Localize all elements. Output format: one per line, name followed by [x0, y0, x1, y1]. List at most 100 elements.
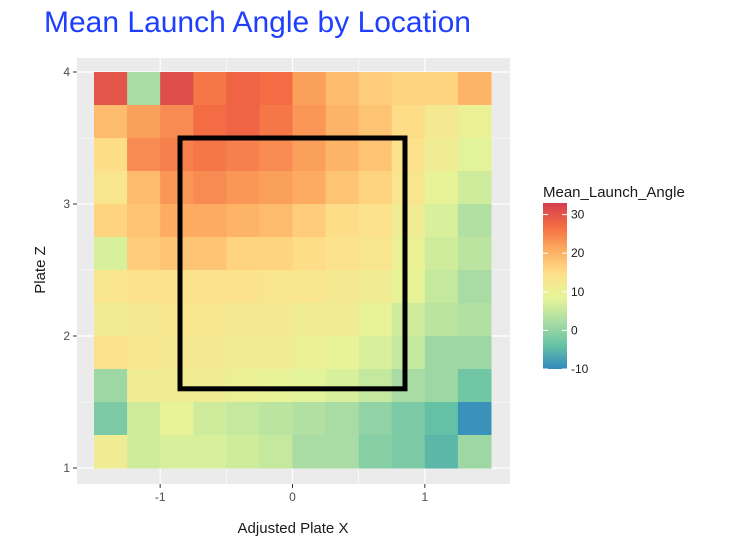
heatmap-cell: [457, 303, 492, 337]
heatmap-cell: [94, 303, 128, 337]
heatmap-cell: [94, 72, 128, 106]
heatmap-cell: [160, 72, 194, 106]
heatmap-cell: [292, 72, 327, 106]
heatmap-cell: [226, 204, 260, 238]
heatmap-cell: [457, 336, 492, 370]
heatmap-cell: [391, 72, 426, 106]
heatmap-cell: [259, 303, 293, 337]
heatmap-cell: [259, 72, 293, 106]
heatmap-cell: [160, 336, 194, 370]
strike-zone: [177, 135, 408, 392]
heatmap-cell: [259, 171, 293, 205]
heatmap-cell: [160, 402, 194, 436]
heatmap-cell: [358, 336, 393, 370]
heatmap-cell: [358, 204, 393, 238]
heatmap-cell: [457, 138, 492, 172]
heatmap-cell: [94, 336, 128, 370]
heatmap-cell: [325, 171, 360, 205]
y-tick-label: 1: [63, 461, 70, 475]
heatmap-cell: [94, 270, 128, 304]
heatmap-cell: [457, 171, 492, 205]
heatmap-cell: [160, 204, 194, 238]
heatmap-cell: [226, 72, 260, 106]
heatmap-cell: [325, 435, 360, 469]
heatmap-cell: [160, 237, 194, 271]
heatmap-cell: [127, 105, 161, 139]
heatmap-cell: [358, 435, 393, 469]
heatmap-cell: [358, 303, 393, 337]
heatmap-cell: [424, 237, 459, 271]
heatmap-cell: [391, 336, 426, 370]
legend-label: 20: [571, 246, 585, 260]
heatmap-cell: [127, 336, 161, 370]
heatmap-cell: [226, 270, 260, 304]
y-tick-label: 4: [63, 65, 70, 79]
heatmap-cell: [259, 237, 293, 271]
heatmap-cell: [94, 105, 128, 139]
heatmap-cell: [391, 171, 426, 205]
heatmap-cell: [358, 369, 393, 403]
heatmap-cell: [259, 369, 293, 403]
heatmap-cell: [424, 369, 459, 403]
heatmap-cell: [292, 336, 327, 370]
heatmap-cell: [457, 237, 492, 271]
heatmap-cell: [391, 303, 426, 337]
heatmap-cell: [259, 204, 293, 238]
heatmap-cell: [160, 369, 194, 403]
heatmap-cell: [325, 204, 360, 238]
heatmap-cell: [391, 270, 426, 304]
axes: Adjusted Plate X Plate Z -1 0 1 1 2 3 4: [32, 65, 428, 537]
heatmap-cell: [127, 138, 161, 172]
heatmap-cell: [325, 105, 360, 139]
heatmap-cell: [391, 435, 426, 469]
heatmap-cell: [94, 402, 128, 436]
heatmap-cell: [424, 402, 459, 436]
heatmap-cell: [325, 336, 360, 370]
legend-colorbar: [543, 203, 567, 369]
legend-label: 30: [571, 208, 585, 222]
heatmap-cell: [457, 369, 492, 403]
heatmap-cell: [292, 105, 327, 139]
y-tick-label: 2: [63, 329, 70, 343]
heatmap-cell: [127, 237, 161, 271]
heatmap-cell: [226, 105, 260, 139]
heatmap-cell: [193, 171, 227, 205]
heatmap-cell: [424, 435, 459, 469]
heatmap-cell: [94, 171, 128, 205]
heatmap-cell: [358, 402, 393, 436]
heatmap-cell: [160, 171, 194, 205]
heatmap-cell: [325, 138, 360, 172]
heatmap-cell: [193, 270, 227, 304]
heatmap-cell: [358, 105, 393, 139]
heatmap-cell: [292, 237, 327, 271]
heatmap-cell: [226, 402, 260, 436]
heatmap-cell: [193, 435, 227, 469]
x-axis-title: Adjusted Plate X: [238, 520, 349, 537]
heatmap-cell: [292, 369, 327, 403]
heatmap-cell: [391, 237, 426, 271]
heatmap-cell: [457, 105, 492, 139]
heatmap-cell: [127, 204, 161, 238]
heatmap-cell: [226, 435, 260, 469]
heatmap-cell: [292, 402, 327, 436]
heatmap-cell: [358, 270, 393, 304]
heatmap-cell: [424, 72, 459, 106]
heatmap-cell: [325, 237, 360, 271]
heatmap-cell: [391, 369, 426, 403]
x-tick-label: 1: [421, 490, 428, 504]
heatmap-cell: [127, 369, 161, 403]
legend: Mean_Launch_Angle 30 20 10 0 -10: [543, 184, 685, 376]
heatmap-cell: [160, 435, 194, 469]
y-axis-title: Plate Z: [32, 246, 49, 294]
heatmap-cell: [127, 270, 161, 304]
x-tick-label: 0: [289, 490, 296, 504]
heatmap-cell: [259, 435, 293, 469]
heatmap-cell: [457, 270, 492, 304]
heatmap-cell: [259, 105, 293, 139]
heatmap-cell: [325, 369, 360, 403]
heatmap-cell: [193, 138, 227, 172]
heatmap-cell: [94, 369, 128, 403]
legend-label: 0: [571, 323, 578, 337]
heatmap-cell: [358, 72, 393, 106]
heatmap-cell: [292, 171, 327, 205]
